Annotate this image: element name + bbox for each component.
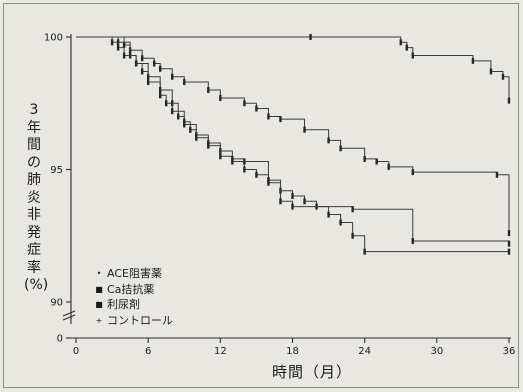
series-1-point-17	[363, 155, 366, 162]
legend-label-ca: Ca拮抗薬	[107, 282, 155, 296]
series-0-point-7	[501, 73, 505, 80]
series-1-point-5	[158, 65, 162, 72]
series-3-point-1	[110, 39, 114, 46]
y-tick-label-0: 0	[57, 334, 63, 345]
y-tick-label-90: 90	[50, 298, 63, 309]
series-1-point-15	[327, 137, 330, 144]
series-3-point-13	[207, 142, 210, 149]
series-0-point-4	[411, 52, 414, 59]
series-3-point-15	[231, 155, 234, 162]
y-axis-break-left	[62, 310, 76, 317]
legend-label-ace: ACE阻害薬	[107, 267, 162, 280]
series-0-point-6	[489, 68, 493, 75]
series-3-point-6	[146, 79, 150, 86]
series-1-point-14	[303, 126, 306, 133]
series-2-point-21	[339, 219, 342, 226]
series-1-point-6	[171, 73, 174, 80]
legend-item-control: + コントロール	[94, 313, 173, 329]
series-0-point-2	[399, 39, 402, 46]
series-2-point-1	[122, 41, 126, 48]
km-plot: 0 90 95 100 0 6 12 18 24 30 36	[44, 33, 516, 358]
series-3-point-19	[291, 203, 294, 210]
y-tick-label-95: 95	[50, 165, 63, 176]
x-tick-label-30: 30	[430, 346, 443, 357]
series-2-point-23	[363, 248, 366, 255]
series-2-point-14	[255, 171, 258, 178]
series-0-point-1	[309, 34, 312, 40]
legend-marker-control: +	[95, 315, 103, 325]
series-3-point-4	[134, 60, 138, 67]
x-tick-label-12: 12	[214, 346, 227, 357]
series-3-point-16	[243, 158, 246, 165]
series-3-point-7	[158, 92, 162, 99]
legend-label-control: コントロール	[107, 313, 173, 327]
y-axis-break-right	[62, 314, 76, 321]
series-3-point-10	[183, 118, 186, 125]
y-tick-label-100: 100	[44, 33, 63, 44]
series-0-point-3	[405, 44, 408, 51]
series-3-point-2	[116, 44, 120, 51]
x-tick-label-6: 6	[145, 346, 151, 357]
series-2-point-22	[351, 232, 354, 239]
series-1-point-20	[411, 169, 414, 176]
series-line-0	[76, 36, 510, 101]
x-tick-label-0: 0	[73, 346, 79, 357]
legend-item-ace: • ACE阻害薬	[94, 266, 173, 282]
series-1-point-8	[207, 87, 210, 93]
series-0-point-5	[471, 57, 475, 64]
series-line-3	[76, 36, 510, 244]
series-3-point-12	[195, 134, 198, 141]
series-3-point-5	[140, 68, 144, 75]
series-3-point-18	[279, 198, 282, 205]
figure-frame: 0 90 95 100 0 6 12 18 24 30 36 3年間の肺炎非発症率(%) 時間（月…	[3, 3, 519, 388]
x-tick-label-36: 36	[503, 346, 516, 357]
series-3-point-20	[351, 206, 354, 213]
legend-item-diuretic: ■ 利尿剤	[94, 297, 173, 313]
legend: • ACE阻害薬 ■ Ca拮抗薬 ■ 利尿剤 + コントロール	[94, 266, 173, 328]
y-axis-label: 3年間の肺炎非発症率(%)	[24, 102, 49, 293]
series-1-point-7	[183, 79, 186, 86]
series-1-point-22	[507, 230, 511, 237]
series-1-point-21	[495, 171, 499, 178]
series-3-point-14	[219, 153, 222, 160]
legend-item-ca: ■ Ca拮抗薬	[94, 282, 173, 298]
x-tick-label-18: 18	[286, 346, 299, 357]
series-0-point-8	[507, 97, 511, 104]
series-1-point-3	[140, 55, 144, 62]
series-2-point-13	[243, 166, 246, 173]
series-3-point-8	[165, 100, 168, 107]
series-3-point-3	[122, 52, 126, 59]
series-2-point-7	[177, 113, 180, 120]
series-2-point-24	[507, 248, 511, 255]
series-1-point-19	[387, 163, 390, 170]
series-3-point-11	[189, 126, 192, 133]
series-3-point-17	[267, 177, 270, 184]
legend-marker-diuretic: ■	[95, 300, 103, 309]
x-axis-label: 時間（月）	[272, 363, 353, 381]
legend-marker-ace: •	[96, 269, 102, 278]
series-1-point-4	[152, 60, 156, 67]
series-1-point-12	[267, 113, 270, 120]
series-1-point-9	[219, 94, 222, 101]
legend-label-diuretic: 利尿剤	[107, 298, 140, 311]
series-2-point-18	[303, 198, 306, 205]
series-1-point-10	[243, 100, 246, 107]
series-3-point-22	[507, 240, 511, 247]
series-line-2	[76, 36, 509, 253]
series-1-point-13	[279, 116, 282, 123]
x-tick-label-24: 24	[358, 346, 371, 357]
series-3-point-21	[411, 238, 414, 245]
series-1-point-18	[375, 158, 378, 165]
series-2-point-20	[327, 211, 330, 218]
series-3-point-9	[171, 108, 174, 115]
legend-marker-ca: ■	[95, 284, 103, 294]
series-1-point-16	[339, 145, 342, 152]
series-1-point-11	[255, 105, 258, 112]
series-2-point-17	[291, 193, 294, 199]
